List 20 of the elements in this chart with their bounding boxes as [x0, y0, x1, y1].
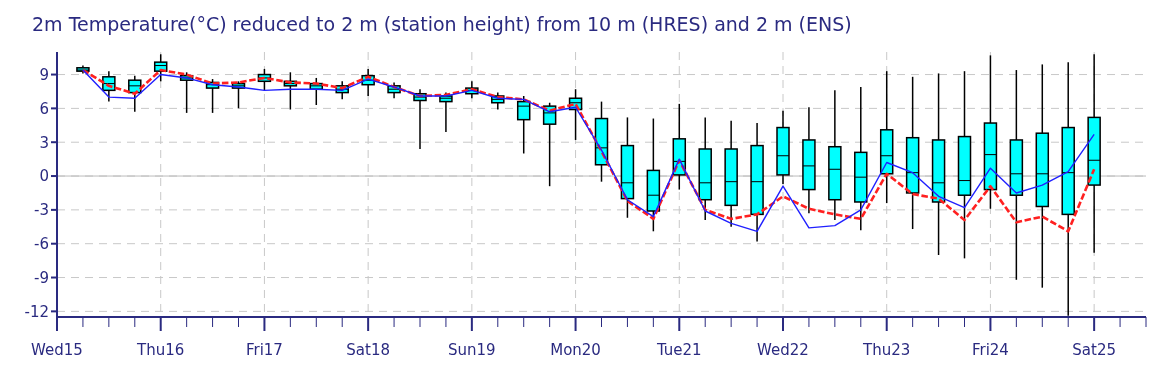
y-tick-label: -9	[34, 268, 49, 287]
x-tick-label: Thu16	[136, 341, 185, 359]
x-tick-label: Fri24	[971, 341, 1009, 359]
x-tick-label: Mon20	[550, 341, 601, 359]
y-tick-label: 6	[39, 99, 49, 118]
x-tick-label: Tue21	[655, 341, 702, 359]
y-tick-label: 9	[39, 65, 49, 84]
chart-title: 2m Temperature(°C) reduced to 2 m (station height) from 10 m (HRES) and 2 m (ENS)	[31, 12, 853, 37]
y-tick-label: -3	[34, 201, 49, 220]
y-tick-label: -6	[34, 235, 49, 254]
y-tick-label: -12	[24, 302, 49, 321]
x-tick-label: Thu23	[862, 341, 911, 359]
x-tick-label: Fri17	[245, 341, 283, 359]
x-tick-label: Sun19	[448, 341, 496, 359]
y-tick-label: 0	[39, 167, 49, 186]
x-tick-label: Sat25	[1072, 341, 1116, 359]
y-tick-label: 3	[39, 133, 49, 152]
x-tick-label: Wed15	[31, 341, 83, 359]
x-tick-label: Wed22	[757, 341, 809, 359]
x-tick-label: Sat18	[346, 341, 390, 359]
